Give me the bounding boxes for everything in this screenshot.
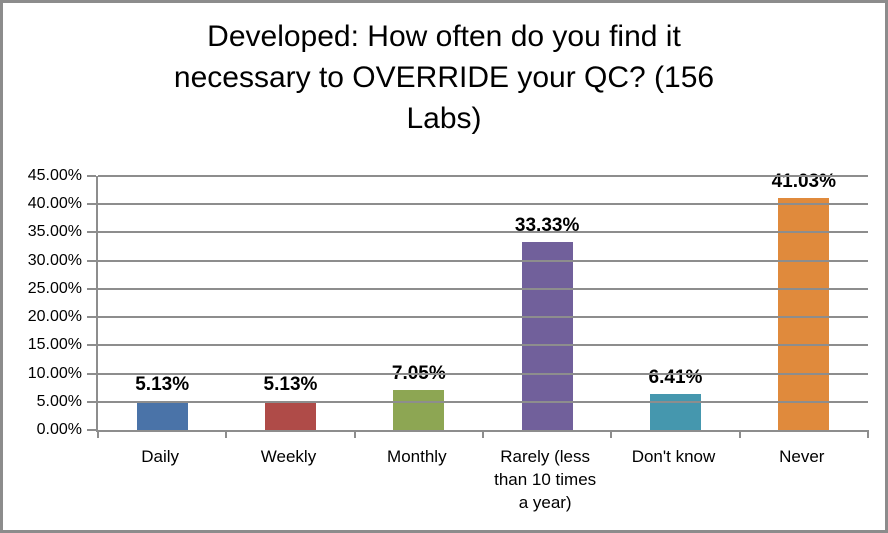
y-tick-label: 0.00% <box>36 421 82 438</box>
x-category-label: Monthly <box>387 447 447 466</box>
chart-title: Developed: How often do you find it neces… <box>3 16 885 139</box>
gridline <box>98 203 868 206</box>
gridline <box>98 259 868 262</box>
bar-cell: 41.03% <box>740 171 868 430</box>
bar-cell: 33.33% <box>483 176 611 430</box>
y-axis-tick <box>87 175 96 177</box>
x-axis-tick <box>225 430 228 438</box>
y-tick-label: 45.00% <box>27 167 82 184</box>
bar-cell: 5.13% <box>226 176 354 430</box>
x-category-label: Daily <box>141 447 180 466</box>
y-axis-tick <box>87 344 96 347</box>
y-axis-tick <box>87 316 96 319</box>
y-axis-tick <box>87 400 96 403</box>
y-axis-tick <box>87 231 96 234</box>
gridline <box>98 400 868 403</box>
x-category-label: Never <box>779 447 825 466</box>
y-tick-label: 15.00% <box>27 336 82 354</box>
y-axis-tick <box>87 203 96 206</box>
bar <box>649 393 701 430</box>
bar-cell: 7.05% <box>355 176 483 430</box>
bars-row: 5.13% 5.13% 7.05% 33.33% 6.41% 41.03% <box>98 171 868 430</box>
gridline <box>98 287 868 290</box>
y-tick-label: 35.00% <box>27 223 82 241</box>
bar <box>778 198 830 430</box>
y-tick-label: 10.00% <box>27 364 82 382</box>
bar <box>393 390 445 430</box>
bar <box>264 401 316 430</box>
gridline <box>98 372 868 375</box>
y-tick-label: 5.00% <box>36 392 82 410</box>
title-line: Developed: How often do you find it <box>207 20 681 53</box>
y-axis-tick <box>87 372 96 375</box>
bar-cell: 5.13% <box>98 176 226 430</box>
title-line: Labs) <box>406 102 482 135</box>
bar-cell: 6.41% <box>611 176 739 430</box>
x-axis-tick <box>610 430 613 438</box>
y-tick-label: 40.00% <box>27 195 82 213</box>
gridline <box>98 231 868 234</box>
y-tick-label: 30.00% <box>27 251 82 269</box>
y-tick-label: 20.00% <box>27 308 82 326</box>
plot-area: 5.13% 5.13% 7.05% 33.33% 6.41% 41.03% 0.00% 5.… <box>28 167 869 438</box>
x-category-label: Weekly <box>260 447 317 466</box>
bar <box>521 241 573 430</box>
y-axis-tick <box>87 287 96 290</box>
x-category-label: Rarely (less than 10 times a year) <box>494 447 597 512</box>
x-axis-tick <box>867 430 869 438</box>
x-axis-tick <box>738 430 741 438</box>
x-axis-labels: Daily Weekly Monthly Rarely (less than 10 t… <box>96 445 866 514</box>
bar-value-label: 5.13% <box>263 374 318 396</box>
bar <box>136 401 188 430</box>
x-axis-tick <box>97 430 99 438</box>
title-line: necessary to OVERRIDE your QC? (156 <box>173 61 715 94</box>
y-axis-tick <box>87 259 96 262</box>
y-axis-tick <box>87 429 96 431</box>
bar-value-label: 6.41% <box>648 366 703 388</box>
x-axis-tick <box>353 430 356 438</box>
gridline <box>98 344 868 347</box>
gridline <box>98 316 868 319</box>
bar-value-label: 33.33% <box>514 214 580 236</box>
y-tick-label: 25.00% <box>27 279 82 297</box>
x-axis-tick <box>482 430 484 438</box>
x-category-label: Don't know <box>631 447 716 466</box>
bar-value-label: 5.13% <box>135 374 190 396</box>
gridline <box>98 175 868 177</box>
